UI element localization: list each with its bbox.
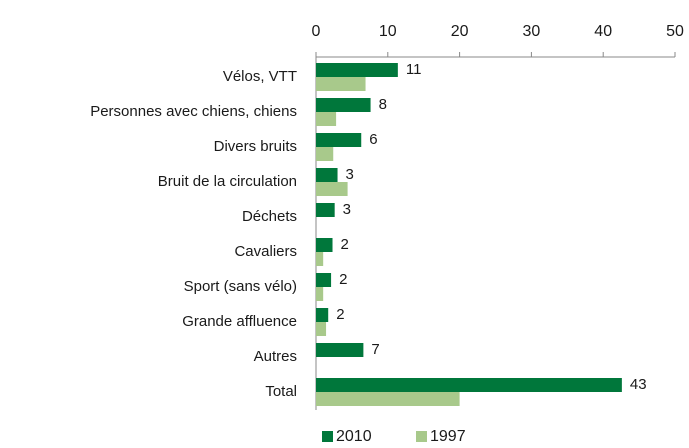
y-tick-label: Bruit de la circulation (158, 173, 297, 190)
y-tick-label: Autres (254, 348, 297, 365)
data-label: 2 (339, 271, 347, 288)
bar (316, 378, 622, 392)
bar (316, 252, 324, 266)
y-tick-label: Divers bruits (214, 138, 297, 155)
bar (316, 322, 327, 336)
bar (316, 63, 398, 77)
y-tick-label: Vélos, VTT (223, 68, 297, 85)
legend-label: 2010 (336, 428, 372, 445)
legend-swatch (416, 431, 427, 442)
data-label: 6 (369, 131, 377, 148)
data-label: 3 (343, 201, 351, 218)
bar (316, 308, 329, 322)
bar (316, 168, 338, 182)
data-label: 7 (371, 341, 379, 358)
bar (316, 392, 460, 406)
bar (316, 133, 362, 147)
bar (316, 238, 333, 252)
y-tick-label: Cavaliers (234, 243, 297, 260)
y-tick-label: Sport (sans vélo) (184, 278, 297, 295)
data-label: 11 (406, 61, 422, 78)
bar (316, 112, 337, 126)
x-tick-label: 0 (312, 23, 321, 40)
data-label: 2 (341, 236, 349, 253)
x-tick-label: 40 (594, 23, 612, 40)
y-tick-label: Déchets (242, 208, 297, 225)
legend-swatch (322, 431, 333, 442)
x-tick-label: 30 (523, 23, 541, 40)
x-tick-label: 50 (666, 23, 684, 40)
legend-label: 1997 (430, 428, 466, 445)
data-label: 43 (630, 376, 647, 393)
y-tick-label: Total (265, 383, 297, 400)
bar (316, 147, 334, 161)
bar (316, 182, 348, 196)
data-label: 3 (346, 166, 354, 183)
y-tick-label: Grande affluence (182, 313, 297, 330)
bar (316, 287, 324, 301)
bar (316, 98, 371, 112)
bar (316, 203, 335, 217)
data-label: 8 (379, 96, 387, 113)
bar (316, 273, 332, 287)
bar (316, 77, 366, 91)
x-tick-label: 10 (379, 23, 397, 40)
y-tick-label: Personnes avec chiens, chiens (90, 103, 297, 120)
data-label: 2 (336, 306, 344, 323)
bar (316, 343, 364, 357)
x-tick-label: 20 (451, 23, 469, 40)
